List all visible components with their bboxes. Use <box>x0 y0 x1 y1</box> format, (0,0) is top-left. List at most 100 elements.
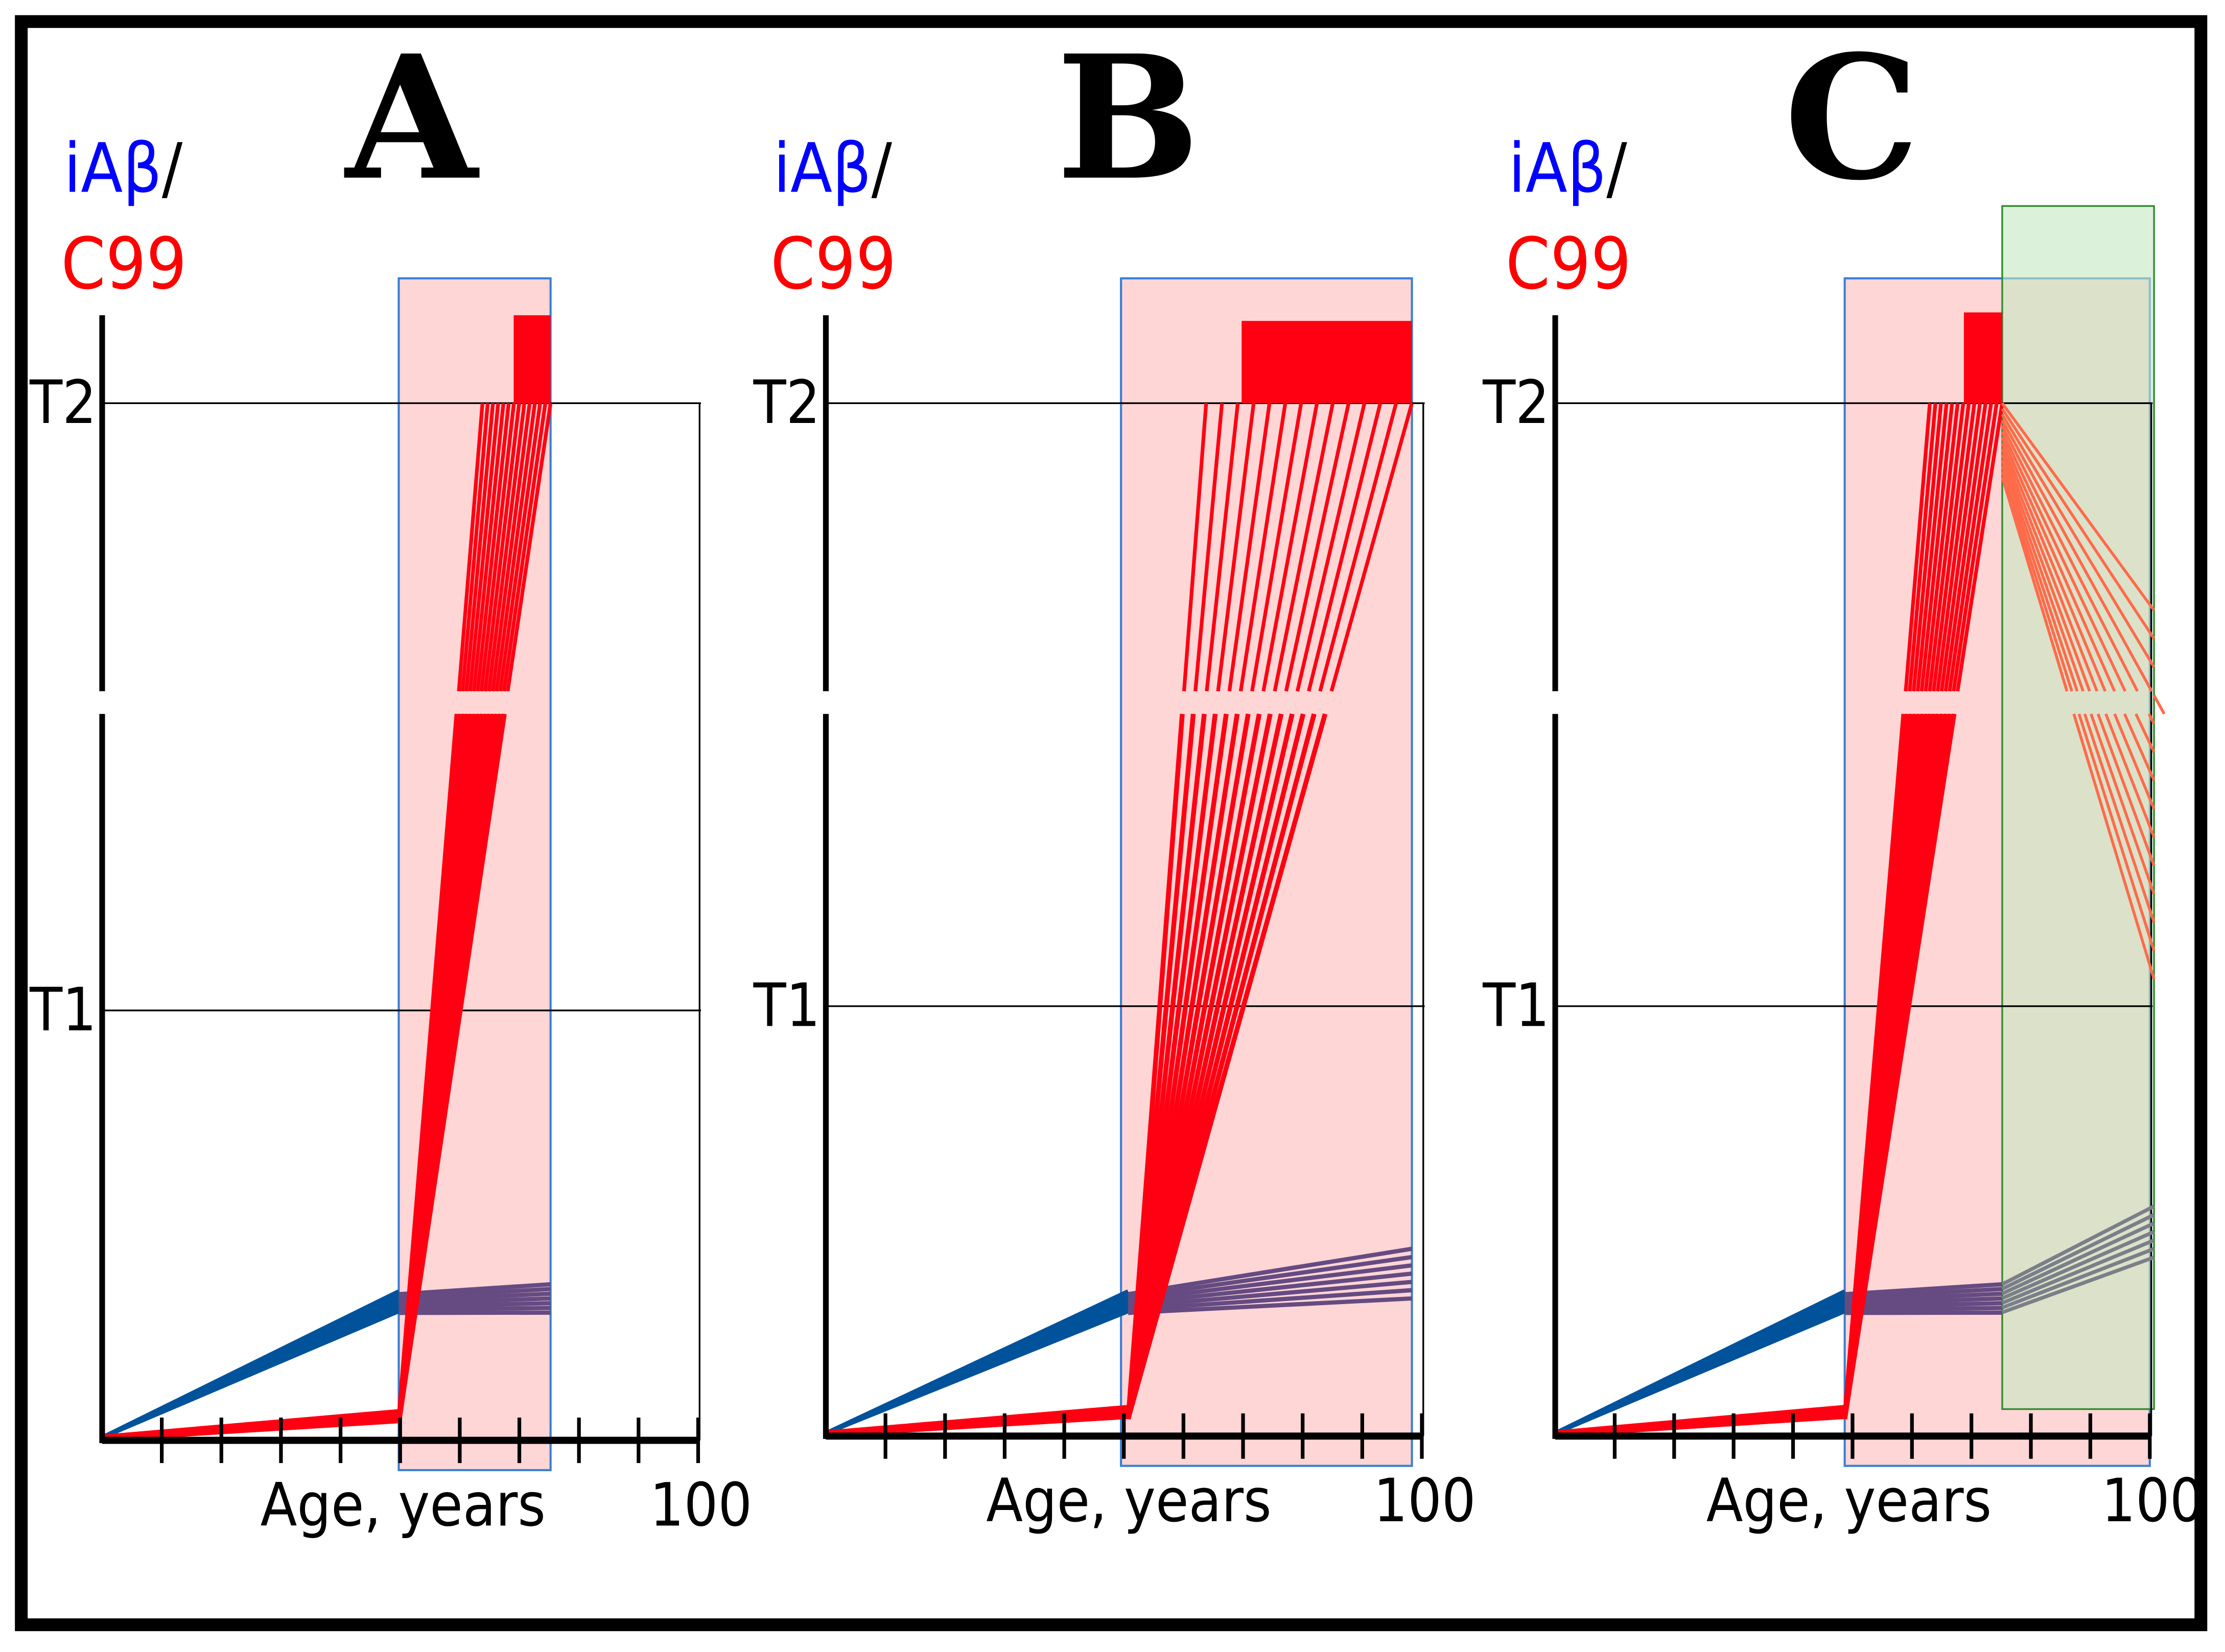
iabeta-curve-late <box>1128 1288 1412 1312</box>
slash: / <box>162 129 183 208</box>
c99-curve-treated <box>2001 454 2091 692</box>
iabeta-curve-late <box>1128 1271 1412 1306</box>
c99-curve-treated <box>2001 419 2153 692</box>
c99-curve-treated <box>2077 713 2156 952</box>
c99-curve <box>502 403 547 692</box>
panel-letter: A <box>343 18 481 218</box>
t2-label: T2 <box>1482 368 1550 437</box>
c99-curve-early <box>102 1409 399 1442</box>
c99-curve <box>1273 403 1335 692</box>
treatment-period-box <box>2001 205 2155 1410</box>
c99-label: C99 <box>61 222 186 305</box>
c99-curve-treated <box>2001 414 2156 668</box>
c99-label: C99 <box>1506 222 1631 305</box>
c99-curve <box>1295 403 1367 692</box>
c99-curve-treated <box>2001 431 2127 692</box>
c99-curve-treated <box>2090 713 2156 895</box>
iabeta-curve-late <box>399 1301 551 1309</box>
panel-letter: B <box>1056 18 1200 218</box>
c99-curve <box>1952 403 1999 692</box>
c99-curve <box>1842 713 1957 1420</box>
c99-curve <box>1924 403 1960 692</box>
iabeta-curve-treated <box>2001 1230 2155 1300</box>
c99-curve-treated <box>2001 470 2073 692</box>
iabeta-curve-treated <box>2001 1205 2155 1286</box>
c99-curve <box>1227 403 1272 692</box>
c99-curve-treated <box>2001 436 2116 692</box>
c99-curve <box>1329 403 1414 692</box>
c99-curve <box>1193 403 1224 692</box>
iabeta-curve-late <box>1128 1263 1413 1303</box>
c99-curve <box>476 403 511 692</box>
c99-curve <box>1205 403 1240 692</box>
iabeta-curve-late <box>1844 1282 2003 1296</box>
c99-curve-treated <box>2001 459 2085 692</box>
iabeta-curve-treated <box>2001 1255 2155 1314</box>
c99-curve-treated <box>2001 425 2139 692</box>
iabeta-curve-treated <box>2001 1238 2155 1305</box>
iabeta-label: iAβ <box>64 129 162 208</box>
t2-label: T2 <box>753 368 821 437</box>
iabeta-curve-late <box>1844 1296 2003 1306</box>
c99-curve <box>487 403 526 692</box>
c99-curve-early <box>1555 1405 1845 1438</box>
iabeta-curve <box>825 1309 1129 1435</box>
iabeta-label: iAβ <box>1508 129 1606 208</box>
c99-curve <box>1261 403 1319 692</box>
c99-curve-treated <box>2152 695 2166 715</box>
c99-curve-treated <box>2001 448 2099 692</box>
c99-curve-treated <box>2083 713 2156 923</box>
c99-curve <box>1182 403 1208 692</box>
c99-curve <box>1284 403 1351 692</box>
x-axis-max-label: 100 <box>2101 1466 2204 1536</box>
c99-curve <box>1955 403 2004 692</box>
c99-curve-treated <box>2001 442 2107 692</box>
c99-curve <box>457 403 484 692</box>
c99-curve <box>1904 403 1932 692</box>
c99-curve <box>490 403 532 692</box>
c99-curve <box>1318 403 1398 692</box>
y-axis-label-top: iAβ/ <box>774 129 893 208</box>
x-axis-max-label: 100 <box>1373 1466 1475 1536</box>
x-axis-label: Age, years <box>1706 1466 1992 1536</box>
iabeta-curve-late <box>1128 1296 1412 1315</box>
x-axis-label: Age, years <box>986 1466 1271 1536</box>
c99-curve <box>1216 403 1256 692</box>
iabeta-curve-late <box>1844 1287 2003 1300</box>
c99-curve-treated <box>2001 402 2156 611</box>
c99-curve <box>1928 403 1965 692</box>
c99-curve <box>1238 403 1287 692</box>
y-axis-label-top: iAβ/ <box>64 129 183 208</box>
iabeta-curve-late <box>399 1306 551 1312</box>
iabeta-curve-late <box>1844 1306 2002 1312</box>
c99-curve <box>506 403 553 692</box>
c99-curve <box>472 403 505 692</box>
c99-curve-treated <box>2135 713 2156 753</box>
slash: / <box>872 129 893 208</box>
y-axis-label-top: iAβ/ <box>1508 129 1627 208</box>
c99-saturation-block <box>1242 321 1412 404</box>
c99-curve <box>495 403 537 692</box>
c99-curve-treated <box>2001 465 2079 692</box>
x-axis-max-label: 100 <box>650 1470 752 1540</box>
c99-curve-treated <box>2113 713 2156 810</box>
iabeta-curve-late <box>399 1291 551 1303</box>
c99-saturation-block <box>1963 312 2002 404</box>
c99-curve <box>498 403 542 692</box>
c99-curve <box>1935 403 1977 692</box>
c99-curve <box>483 403 521 692</box>
c99-curve <box>1948 403 1993 692</box>
iabeta-curve-late <box>1128 1280 1412 1309</box>
t1-label: T1 <box>753 971 821 1041</box>
outer-frame <box>15 15 2208 1632</box>
c99-curve-treated <box>2096 713 2156 866</box>
iabeta-curve-late <box>1128 1246 1413 1296</box>
iabeta-curve-late <box>399 1296 551 1306</box>
c99-curve <box>1908 403 1937 692</box>
iabeta-curve-treated <box>2001 1247 2155 1310</box>
c99-curve <box>479 403 516 692</box>
